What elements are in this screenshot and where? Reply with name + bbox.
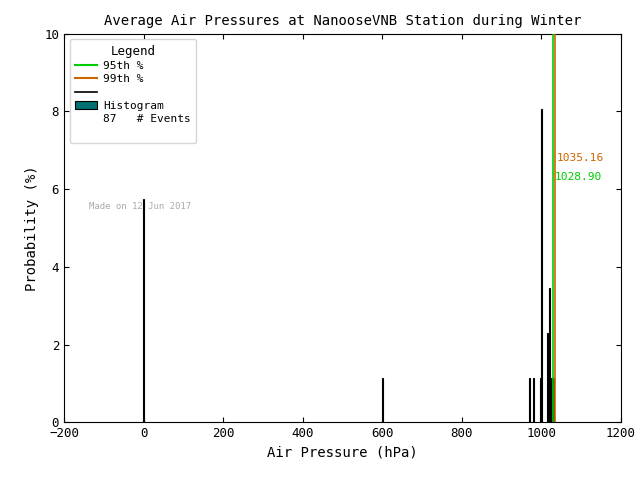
Bar bbox=[143, 199, 144, 422]
Bar bbox=[533, 378, 534, 422]
X-axis label: Air Pressure (hPa): Air Pressure (hPa) bbox=[267, 446, 418, 460]
Title: Average Air Pressures at NanooseVNB Station during Winter: Average Air Pressures at NanooseVNB Stat… bbox=[104, 14, 581, 28]
Text: Made on 12 Jun 2017: Made on 12 Jun 2017 bbox=[89, 202, 191, 211]
Legend: 95th %, 99th %, , Histogram, 87   # Events, : 95th %, 99th %, , Histogram, 87 # Events… bbox=[70, 39, 196, 143]
Bar bbox=[550, 378, 551, 422]
Bar bbox=[540, 378, 541, 422]
Bar bbox=[547, 333, 548, 422]
Y-axis label: Probability (%): Probability (%) bbox=[24, 165, 38, 291]
Bar bbox=[549, 288, 550, 422]
Bar bbox=[382, 378, 383, 422]
Text: 1028.90: 1028.90 bbox=[554, 172, 602, 182]
Bar bbox=[552, 378, 553, 422]
Bar bbox=[553, 378, 554, 422]
Bar bbox=[529, 378, 530, 422]
Text: 1035.16: 1035.16 bbox=[557, 153, 604, 163]
